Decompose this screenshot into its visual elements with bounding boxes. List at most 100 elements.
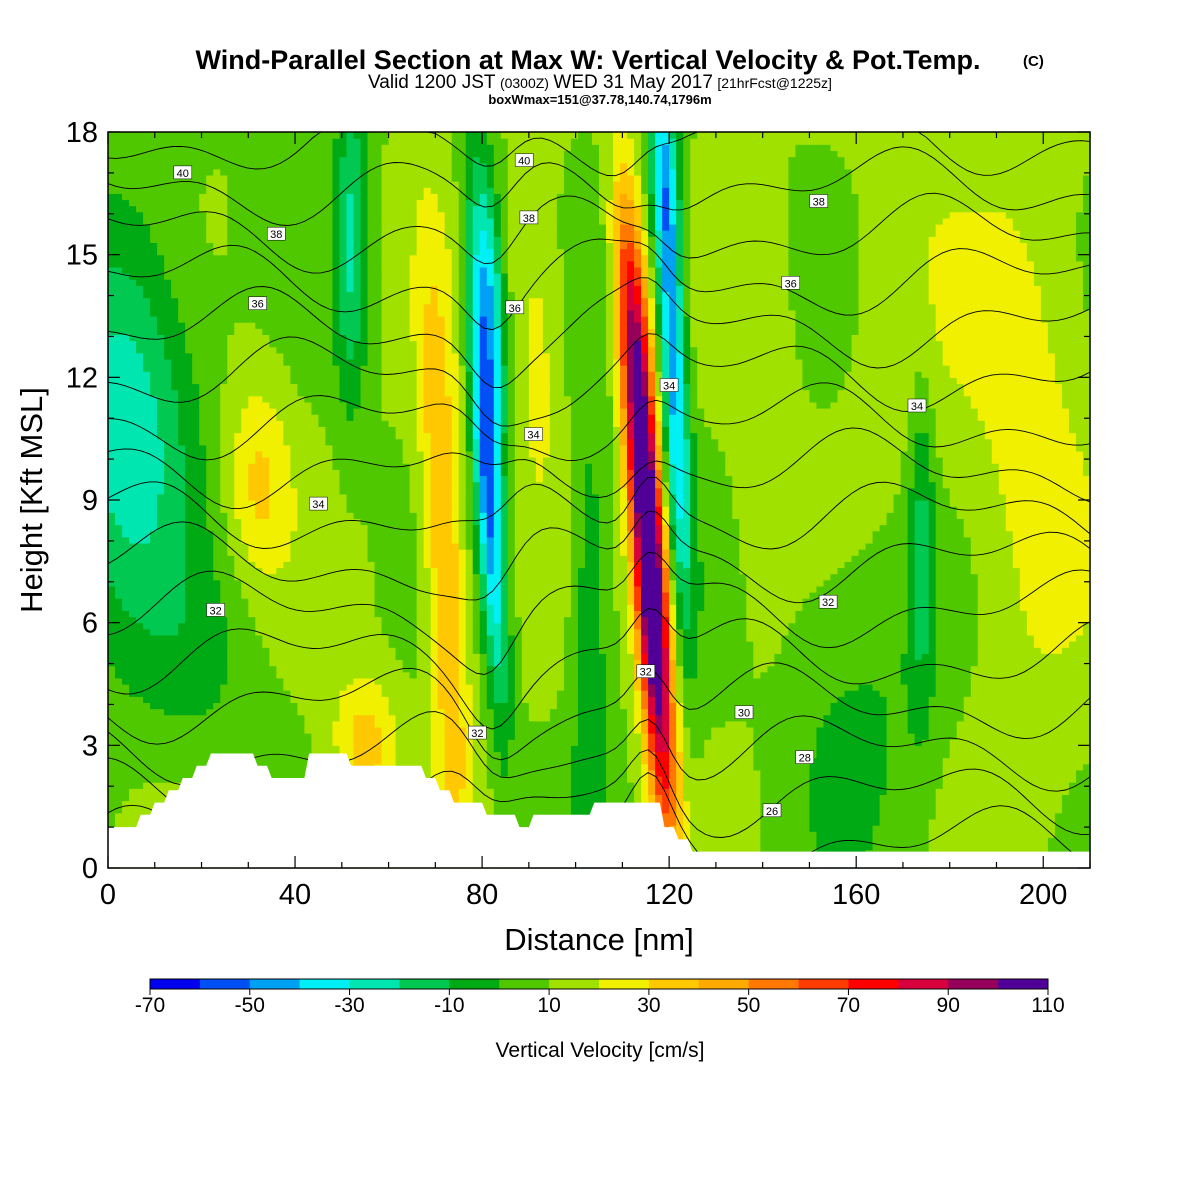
velocity-cell [676, 132, 684, 139]
velocity-cell [606, 671, 621, 679]
velocity-cell [613, 162, 621, 170]
velocity-cell [1061, 401, 1091, 409]
velocity-cell [620, 309, 628, 317]
velocity-cell [381, 401, 418, 409]
velocity-cell [697, 401, 818, 409]
velocity-cell [669, 328, 677, 335]
velocity-cell [690, 383, 698, 391]
velocity-cell [676, 285, 684, 293]
velocity-cell [655, 291, 663, 299]
velocity-cell [430, 714, 446, 722]
velocity-cell [416, 346, 425, 354]
velocity-cell [641, 690, 649, 697]
velocity-cell [255, 457, 270, 464]
velocity-cell [683, 493, 691, 501]
velocity-cell [662, 279, 677, 286]
velocity-cell [676, 592, 684, 599]
velocity-cell [599, 168, 614, 176]
velocity-cell [613, 266, 621, 274]
velocity-cell [353, 266, 362, 274]
velocity-cell [942, 776, 1077, 783]
velocity-cell [241, 420, 284, 427]
velocity-cell [683, 812, 691, 820]
velocity-cell [507, 684, 516, 691]
velocity-cell [1012, 542, 1091, 550]
velocity-cell [269, 659, 404, 667]
velocity-cell [444, 322, 453, 329]
velocity-cell [486, 739, 495, 746]
colorbar-swatch [199, 979, 251, 989]
velocity-cell [514, 708, 530, 716]
velocity-cell [634, 592, 642, 599]
velocity-cell [444, 217, 460, 225]
velocity-cell [430, 585, 439, 593]
velocity-cell [486, 506, 495, 513]
velocity-cell [381, 309, 411, 317]
velocity-cell [872, 843, 930, 851]
velocity-cell [655, 414, 663, 421]
velocity-cell [1082, 291, 1091, 299]
velocity-cell [599, 524, 614, 532]
velocity-cell [662, 702, 670, 710]
velocity-cell [584, 524, 600, 532]
velocity-cell [241, 585, 376, 593]
velocity-cell [676, 273, 684, 280]
velocity-cell [514, 585, 572, 593]
velocity-cell [928, 542, 937, 550]
velocity-cell [108, 408, 158, 415]
velocity-cell [472, 181, 488, 188]
velocity-cell [690, 236, 789, 243]
velocity-cell [143, 217, 207, 225]
velocity-cell [360, 395, 383, 403]
velocity-cell [655, 432, 663, 440]
velocity-cell [108, 493, 158, 501]
velocity-cell [171, 371, 193, 378]
velocity-cell [108, 677, 123, 685]
velocity-cell [227, 358, 284, 366]
velocity-cell [444, 334, 453, 342]
velocity-cell [683, 726, 691, 734]
contour-label-text: 38 [523, 213, 535, 225]
velocity-cell [367, 242, 383, 250]
velocity-cell [921, 653, 937, 661]
velocity-cell [956, 512, 1007, 519]
velocity-cell [388, 420, 418, 427]
velocity-cell [178, 622, 228, 630]
velocity-cell [108, 598, 123, 605]
velocity-cell [669, 518, 677, 526]
velocity-cell [641, 328, 649, 335]
velocity-cell [648, 383, 656, 391]
velocity-cell [227, 677, 284, 685]
velocity-cell [577, 665, 607, 673]
velocity-cell [634, 512, 642, 519]
velocity-cell [472, 696, 481, 703]
velocity-cell [1075, 236, 1091, 243]
velocity-cell [157, 322, 186, 329]
velocity-cell [1005, 211, 1077, 219]
velocity-cell [1026, 610, 1091, 618]
theta-contour-28 [107, 711, 1091, 792]
velocity-cell [220, 493, 235, 501]
velocity-cell [108, 818, 116, 826]
velocity-cell [620, 408, 628, 415]
velocity-cell [620, 365, 628, 372]
velocity-cell [690, 487, 698, 495]
velocity-cell [977, 616, 1028, 624]
velocity-cell [683, 616, 691, 624]
velocity-cell [346, 248, 355, 256]
velocity-cell [655, 352, 663, 360]
velocity-cell [816, 733, 888, 740]
velocity-cell [465, 156, 474, 164]
velocity-cell [465, 530, 474, 538]
velocity-cell [928, 401, 972, 409]
velocity-cell [563, 309, 607, 317]
velocity-cell [613, 297, 621, 305]
velocity-cell [374, 720, 397, 728]
velocity-cell [928, 708, 965, 716]
velocity-cell [1082, 763, 1091, 771]
velocity-cell [669, 665, 677, 673]
velocity-cell [704, 579, 747, 587]
velocity-cell [465, 401, 474, 409]
velocity-cell [613, 420, 621, 427]
velocity-cell [248, 481, 270, 489]
